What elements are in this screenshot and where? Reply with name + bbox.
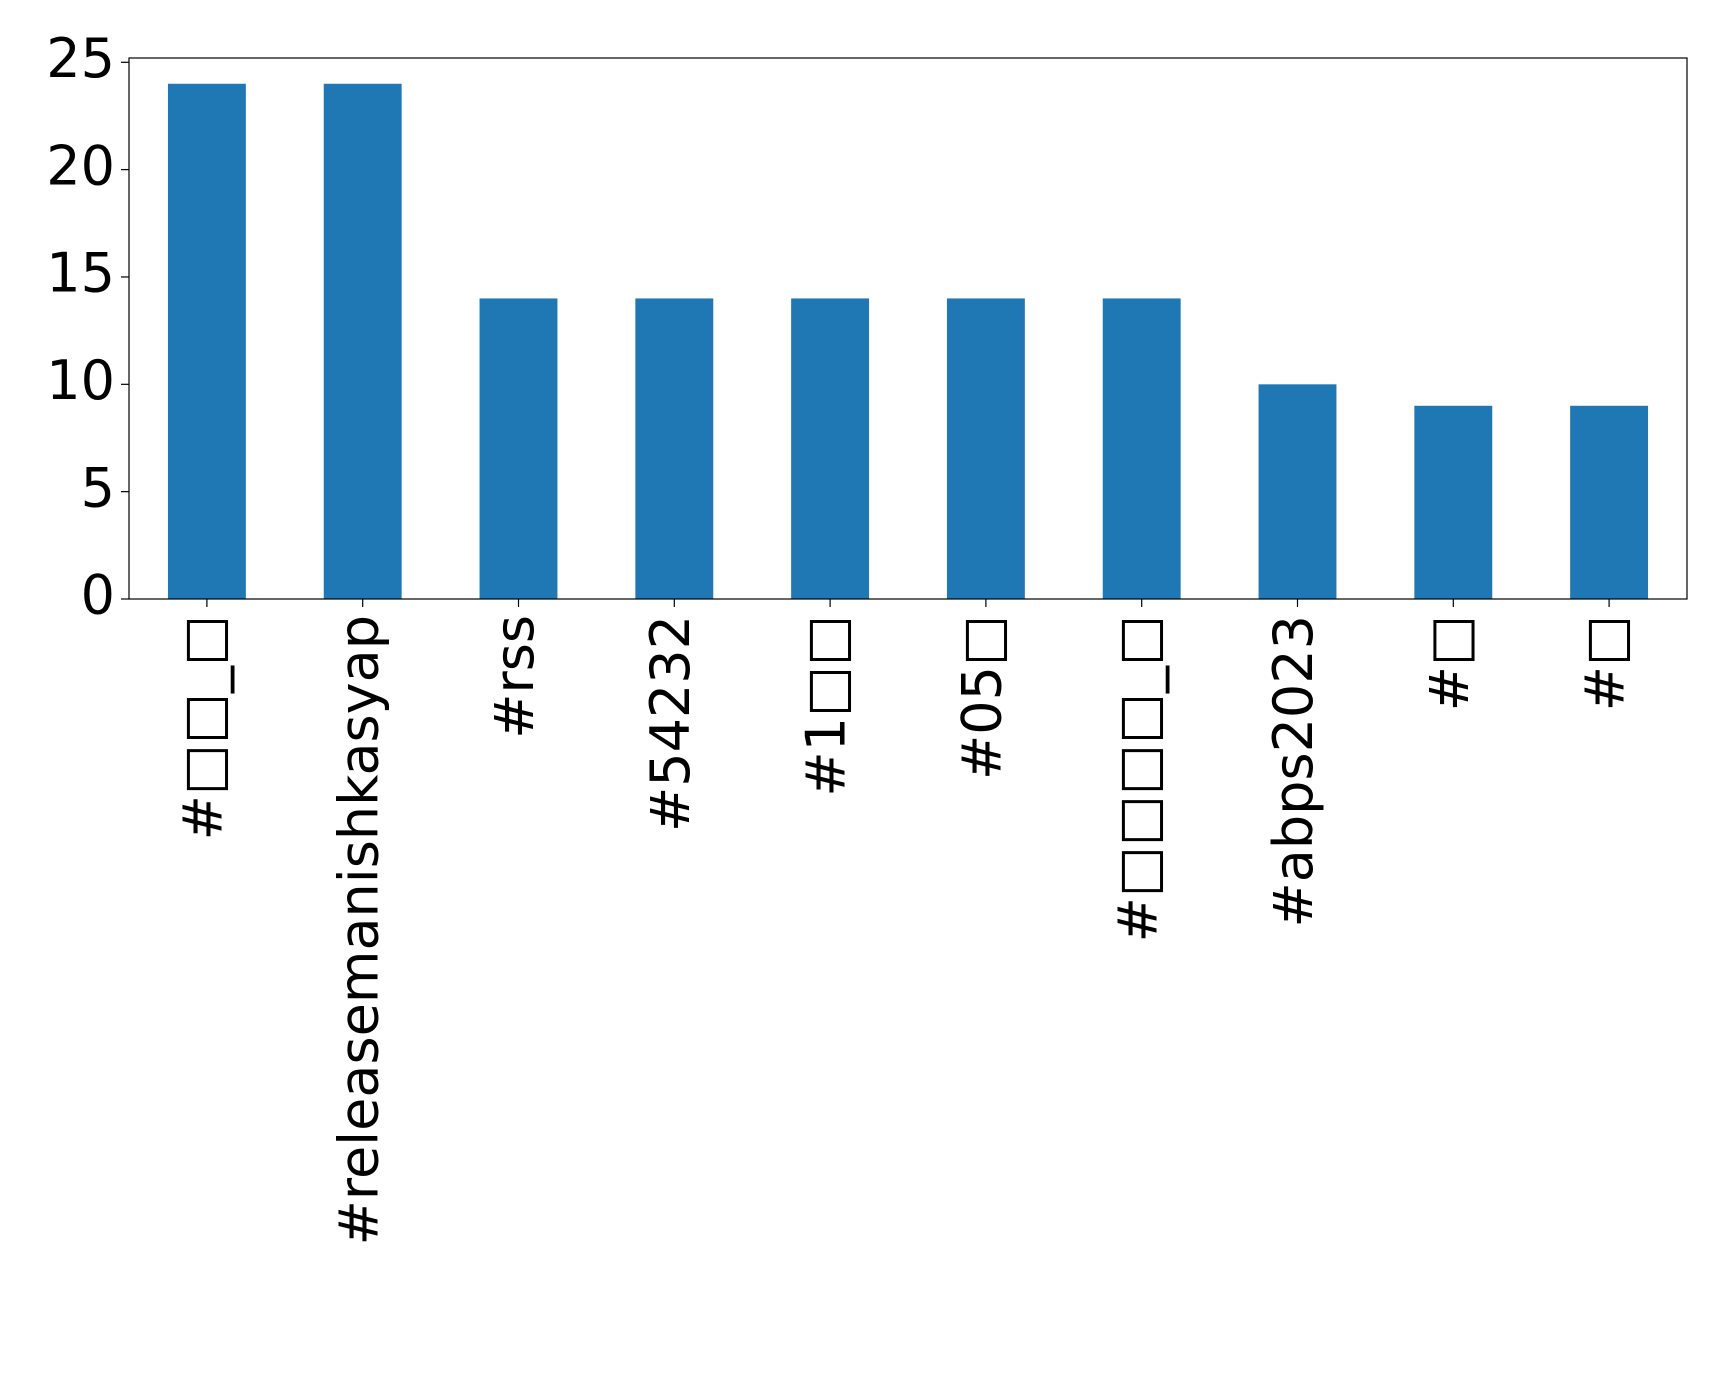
bar — [791, 298, 870, 599]
x-tick-label: #□ — [1418, 615, 1481, 711]
x-tick-label: #□□_□ — [172, 615, 235, 840]
x-tick-label: #releasemanishkasyap — [327, 615, 390, 1245]
bar — [1414, 405, 1493, 599]
y-tick-label: 15 — [46, 242, 115, 305]
y-tick-label: 0 — [81, 564, 115, 627]
x-tick-label: #abps2023 — [1262, 615, 1325, 927]
y-tick-label: 25 — [46, 27, 115, 90]
x-tick-label: #rss — [483, 615, 546, 739]
x-tick-label: #□ — [1574, 615, 1637, 711]
bar — [946, 298, 1025, 599]
x-tick-label: #1□□ — [795, 615, 858, 797]
bar — [1258, 384, 1337, 599]
x-tick-label: #05□ — [951, 615, 1014, 780]
bar — [1102, 298, 1181, 599]
y-tick-label: 20 — [46, 134, 115, 197]
bar — [323, 83, 402, 599]
y-tick-label: 5 — [81, 456, 115, 519]
bar — [635, 298, 714, 599]
x-tick-label: #54232 — [639, 615, 702, 832]
bar — [167, 83, 246, 599]
x-tick-label: #□□□□_□ — [1106, 615, 1169, 942]
bar — [479, 298, 558, 599]
plot-frame — [128, 57, 1688, 600]
bar — [1570, 405, 1649, 599]
y-tick-label: 10 — [46, 349, 115, 412]
